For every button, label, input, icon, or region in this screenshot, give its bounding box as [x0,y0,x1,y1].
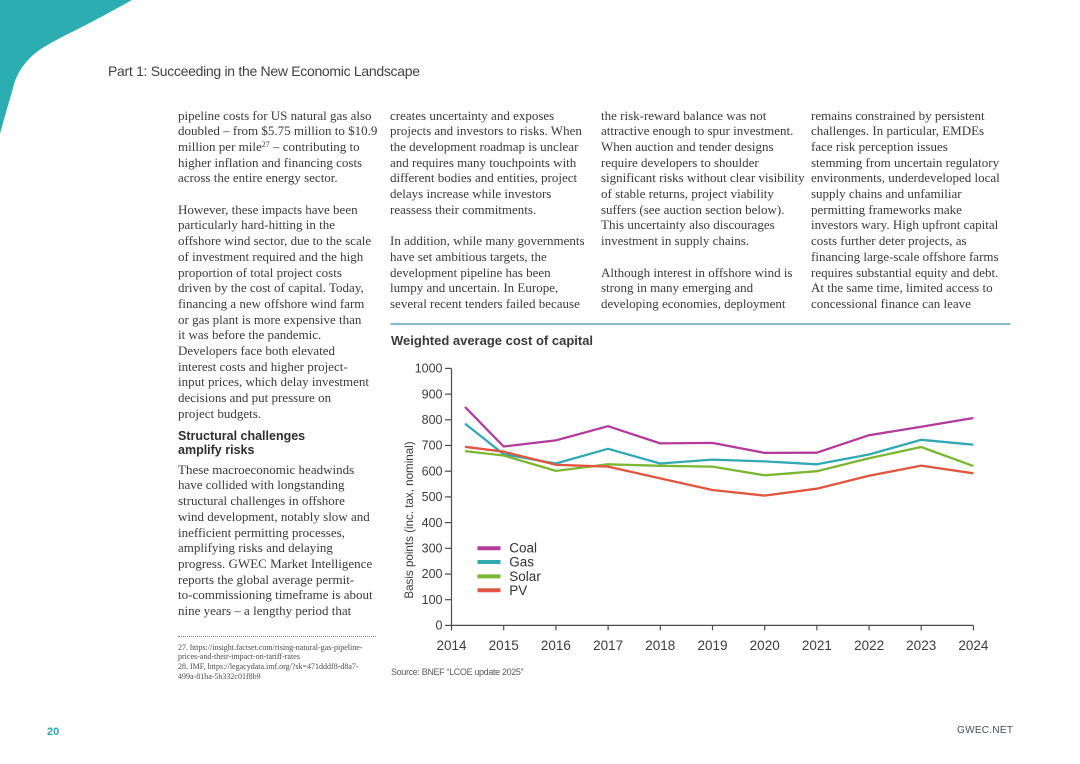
svg-text:300: 300 [422,542,443,556]
svg-text:Coal: Coal [509,541,537,556]
svg-text:2023: 2023 [906,638,936,653]
svg-text:2015: 2015 [489,638,519,653]
svg-text:Basis points (inc. tax, nomina: Basis points (inc. tax, nominal) [403,441,416,598]
svg-text:400: 400 [422,516,443,530]
svg-text:2016: 2016 [541,638,571,653]
svg-text:2018: 2018 [645,638,675,653]
svg-text:500: 500 [422,490,443,504]
svg-text:900: 900 [422,387,443,401]
svg-text:700: 700 [422,439,443,453]
svg-text:600: 600 [422,464,443,478]
svg-text:0: 0 [436,619,443,633]
svg-text:800: 800 [422,413,443,427]
svg-text:2019: 2019 [697,638,727,653]
svg-text:2020: 2020 [750,638,780,653]
svg-text:2017: 2017 [593,638,623,653]
svg-text:2022: 2022 [854,638,884,653]
svg-text:1000: 1000 [415,362,443,376]
svg-text:PV: PV [509,583,527,598]
svg-text:2021: 2021 [802,638,832,653]
svg-text:Gas: Gas [509,555,534,570]
svg-text:2024: 2024 [958,638,989,653]
svg-text:2014: 2014 [436,638,467,653]
svg-text:200: 200 [422,567,443,581]
svg-text:100: 100 [422,593,443,607]
svg-text:Solar: Solar [509,569,541,584]
